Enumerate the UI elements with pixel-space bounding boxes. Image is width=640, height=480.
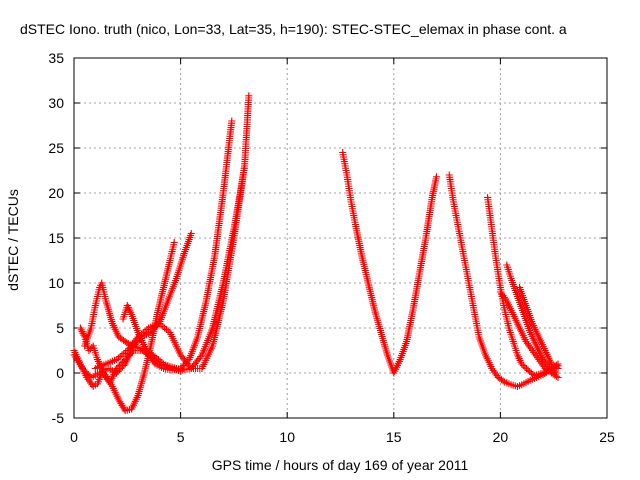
x-tick-label: 0 [70,429,78,445]
series-track [516,284,562,372]
data-point [128,348,136,356]
y-tick-label: 0 [56,365,64,381]
y-tick-label: 10 [48,275,64,291]
data-point [114,354,122,362]
axis-ticks: 0 5 10 15 20 25 -5 0 5 10 15 20 25 30 35 [48,50,615,445]
data-point [164,327,172,335]
y-tick-label: 15 [48,230,64,246]
grid [74,58,607,418]
series-track [445,171,562,390]
data-point [139,329,147,336]
y-axis-label: dSTEC / TECUs [5,189,21,291]
x-tick-label: 5 [177,429,185,445]
data-point [134,333,142,341]
x-tick-label: 20 [493,429,509,445]
chart-title: dSTEC Iono. truth (nico, Lon=33, Lat=35,… [20,21,567,37]
y-tick-label: 5 [56,320,64,336]
data-point [523,365,531,373]
y-tick-label: 30 [48,95,64,111]
data-point [143,326,151,333]
data-point [141,327,149,335]
series-track [484,194,562,380]
x-tick-label: 25 [599,429,615,445]
data-point [136,332,144,339]
y-tick-label: -5 [52,410,65,426]
data-point [554,365,562,372]
data-point [162,326,170,333]
data-point [228,117,236,125]
data-point [197,353,205,361]
data-point [161,324,169,332]
series-track [155,162,249,374]
data-point [518,360,526,368]
data-point [155,320,163,327]
series-track [503,261,560,377]
y-tick-label: 35 [48,50,64,66]
data-point [116,353,124,360]
y-tick-label: 20 [48,185,64,201]
data-points [70,92,562,415]
x-tick-label: 15 [386,429,402,445]
data-point [170,239,178,246]
x-tick-label: 10 [279,429,295,445]
data-point [122,348,130,356]
series-track [70,230,195,381]
data-point [552,363,560,371]
data-point [521,363,529,371]
data-point [159,323,167,330]
data-point [519,362,527,370]
data-point [554,374,562,381]
data-point [133,335,141,343]
series-track [339,149,440,377]
data-point [138,330,146,338]
data-point [157,321,165,329]
data-point [241,162,249,170]
data-point [529,370,537,378]
data-point [113,356,121,363]
x-axis-label: GPS time / hours of day 169 of year 2011 [212,457,469,473]
y-tick-label: 25 [48,140,64,156]
data-point [432,173,440,181]
data-point [499,377,507,385]
data-point [120,350,128,357]
data-point [118,351,126,359]
data-point [187,230,195,237]
data-point [245,92,253,100]
